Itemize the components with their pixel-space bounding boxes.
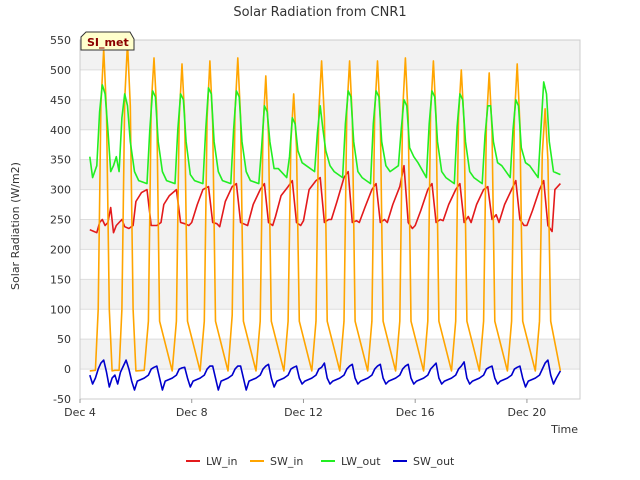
x-tick-label: Dec 16 [396, 406, 435, 419]
x-axis-ticks: Dec 4 Dec 8 Dec 12 Dec 16 Dec 20 [64, 399, 546, 419]
y-tick-label: 500 [50, 64, 71, 77]
y-tick-label: 550 [50, 34, 71, 47]
y-tick-label: 450 [50, 94, 71, 107]
series-line-lw-out [89, 81, 561, 185]
y-tick-label: 100 [50, 303, 71, 316]
legend-label: LW_out [341, 455, 381, 468]
y-tick-label: 150 [50, 273, 71, 286]
legend-label: LW_in [206, 455, 238, 468]
grid-band [80, 40, 580, 70]
grid-band [80, 99, 580, 130]
grid-band [80, 219, 580, 250]
chart-title: Solar Radiation from CNR1 [233, 5, 406, 20]
y-tick-label: 50 [57, 333, 71, 346]
legend-label: SW_out [413, 455, 455, 468]
legend: LW_in SW_in LW_out SW_out [186, 455, 455, 468]
y-axis-label: Solar Radiation (W/m2) [9, 162, 22, 290]
series-line-sw-in [89, 42, 562, 372]
grid-band [80, 339, 580, 370]
y-tick-label: 200 [50, 243, 71, 256]
y-tick-label: 350 [50, 154, 71, 167]
y-axis-ticks: -50 0 50 100 150 200 250 300 350 400 450 500 550 [50, 34, 71, 406]
series-lines [89, 42, 562, 391]
y-tick-label: 0 [64, 363, 71, 376]
site-badge: SI_met [80, 31, 135, 51]
site-badge-shape [80, 31, 135, 51]
series-line-sw-out [89, 359, 562, 391]
site-badge-label: SI_met [87, 36, 129, 49]
grid-band [80, 279, 580, 310]
x-tick-label: Dec 12 [284, 406, 323, 419]
x-tick-label: Dec 20 [508, 406, 547, 419]
x-tick-label: Dec 8 [176, 406, 208, 419]
y-tick-label: 300 [50, 184, 71, 197]
y-tick-label: 400 [50, 124, 71, 137]
plot-frame [79, 39, 581, 400]
x-tick-label: Dec 4 [64, 406, 96, 419]
legend-label: SW_in [270, 455, 303, 468]
y-tick-label: 250 [50, 214, 71, 227]
y-tick-label: -50 [53, 393, 71, 406]
x-axis-label: Time [550, 423, 578, 436]
